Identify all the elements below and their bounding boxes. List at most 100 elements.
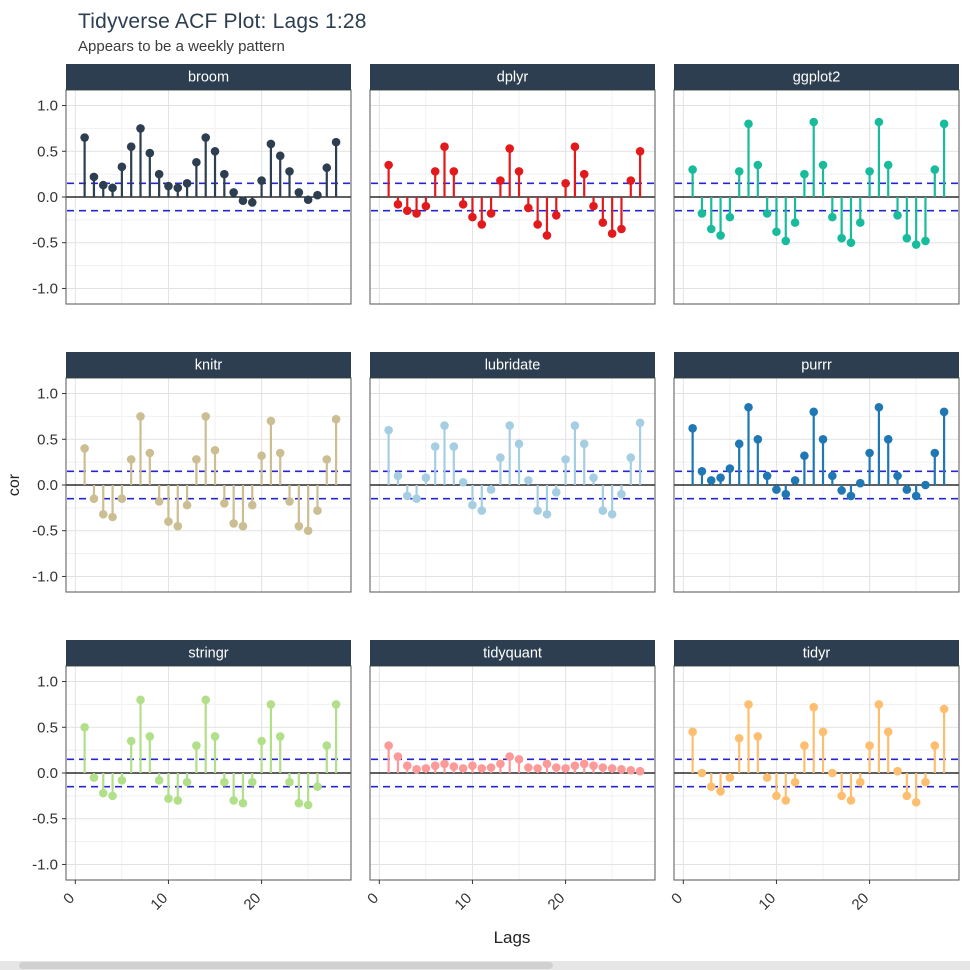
data-point <box>126 142 136 152</box>
data-point <box>247 777 257 787</box>
data-point <box>98 788 108 798</box>
data-point <box>772 791 781 801</box>
data-point <box>331 137 341 147</box>
data-point <box>893 766 902 776</box>
data-point <box>846 491 856 501</box>
data-point <box>790 476 800 485</box>
data-point <box>561 764 570 773</box>
data-point <box>809 407 819 417</box>
facet-stringr: stringr 1.0 0.5 0.0 -0.5 -1.00 10 20 <box>32 640 352 914</box>
data-point <box>201 695 211 705</box>
data-point <box>412 765 421 774</box>
data-point <box>911 491 921 501</box>
y-tick-label: -0.5 <box>32 523 58 540</box>
data-point <box>173 521 183 531</box>
data-point <box>229 188 238 197</box>
data-point <box>210 732 220 741</box>
data-point <box>108 183 117 193</box>
data-point <box>762 773 772 782</box>
data-point <box>579 169 589 179</box>
data-point <box>734 167 744 176</box>
data-point <box>524 203 533 213</box>
y-tick-label: 1.0 <box>37 98 58 115</box>
data-point <box>818 727 828 737</box>
data-point <box>939 119 949 129</box>
facet-strip <box>674 352 959 378</box>
y-tick-label: -0.5 <box>32 235 58 252</box>
data-point <box>911 240 921 249</box>
data-point <box>136 695 145 705</box>
points <box>688 402 949 501</box>
data-point <box>412 209 421 218</box>
facet-strip <box>66 352 351 378</box>
data-point <box>828 768 837 778</box>
data-point <box>89 172 99 182</box>
data-point <box>322 455 332 464</box>
data-point <box>514 754 524 764</box>
data-point <box>173 183 183 193</box>
data-point <box>80 444 89 453</box>
data-point <box>117 162 127 172</box>
data-point <box>257 176 266 185</box>
data-point <box>725 212 735 222</box>
data-point <box>837 486 846 495</box>
data-point <box>229 796 238 805</box>
data-point <box>635 418 645 428</box>
data-point <box>393 200 403 209</box>
x-tick-label: 0 <box>60 890 78 908</box>
data-point <box>589 761 598 770</box>
data-point <box>421 764 431 773</box>
data-point <box>883 434 893 444</box>
x-tick-label: 0 <box>668 890 686 908</box>
data-point <box>449 442 459 451</box>
y-tick-label: 0.0 <box>37 189 58 206</box>
data-point <box>883 727 893 737</box>
data-point <box>744 402 753 412</box>
data-point <box>846 238 856 248</box>
facet-title: stringr <box>188 646 228 662</box>
data-point <box>486 485 496 494</box>
data-point <box>635 766 645 776</box>
data-point <box>626 765 636 775</box>
data-point <box>238 521 248 531</box>
data-point <box>421 473 431 482</box>
data-point <box>393 471 403 481</box>
data-point <box>192 157 201 167</box>
data-point <box>303 800 313 810</box>
facet-strip <box>370 352 655 378</box>
data-point <box>781 489 791 499</box>
data-point <box>145 732 155 741</box>
data-point <box>533 764 542 773</box>
data-point <box>626 453 636 462</box>
data-point <box>753 732 763 741</box>
scrollbar-thumb[interactable] <box>19 962 553 969</box>
data-point <box>468 500 477 510</box>
facet-broom: broom 1.0 0.5 0.0 -0.5 -1.0 <box>32 64 352 305</box>
data-point <box>108 791 117 801</box>
x-tick-label: 10 <box>451 890 475 914</box>
data-point <box>818 160 828 170</box>
data-point <box>688 165 697 174</box>
data-point <box>80 133 89 142</box>
facet-title: tidyquant <box>483 646 542 662</box>
data-point <box>542 231 552 240</box>
data-point <box>697 768 707 778</box>
data-point <box>930 448 940 458</box>
data-point <box>182 500 192 510</box>
plot-title: Tidyverse ACF Plot: Lags 1:28 <box>78 10 367 33</box>
points <box>384 418 645 519</box>
data-point <box>421 201 431 211</box>
facet-title: broom <box>188 70 229 86</box>
data-point <box>412 494 421 504</box>
data-point <box>496 453 505 462</box>
data-point <box>238 798 248 808</box>
data-point <box>182 178 192 188</box>
data-point <box>781 796 791 805</box>
data-point <box>570 421 580 430</box>
data-point <box>837 233 846 243</box>
y-tick-label: 1.0 <box>37 674 58 691</box>
facet-title: knitr <box>195 358 223 374</box>
y-tick-label: 1.0 <box>37 386 58 403</box>
data-point <box>229 519 238 528</box>
horizontal-scrollbar[interactable] <box>0 961 970 970</box>
